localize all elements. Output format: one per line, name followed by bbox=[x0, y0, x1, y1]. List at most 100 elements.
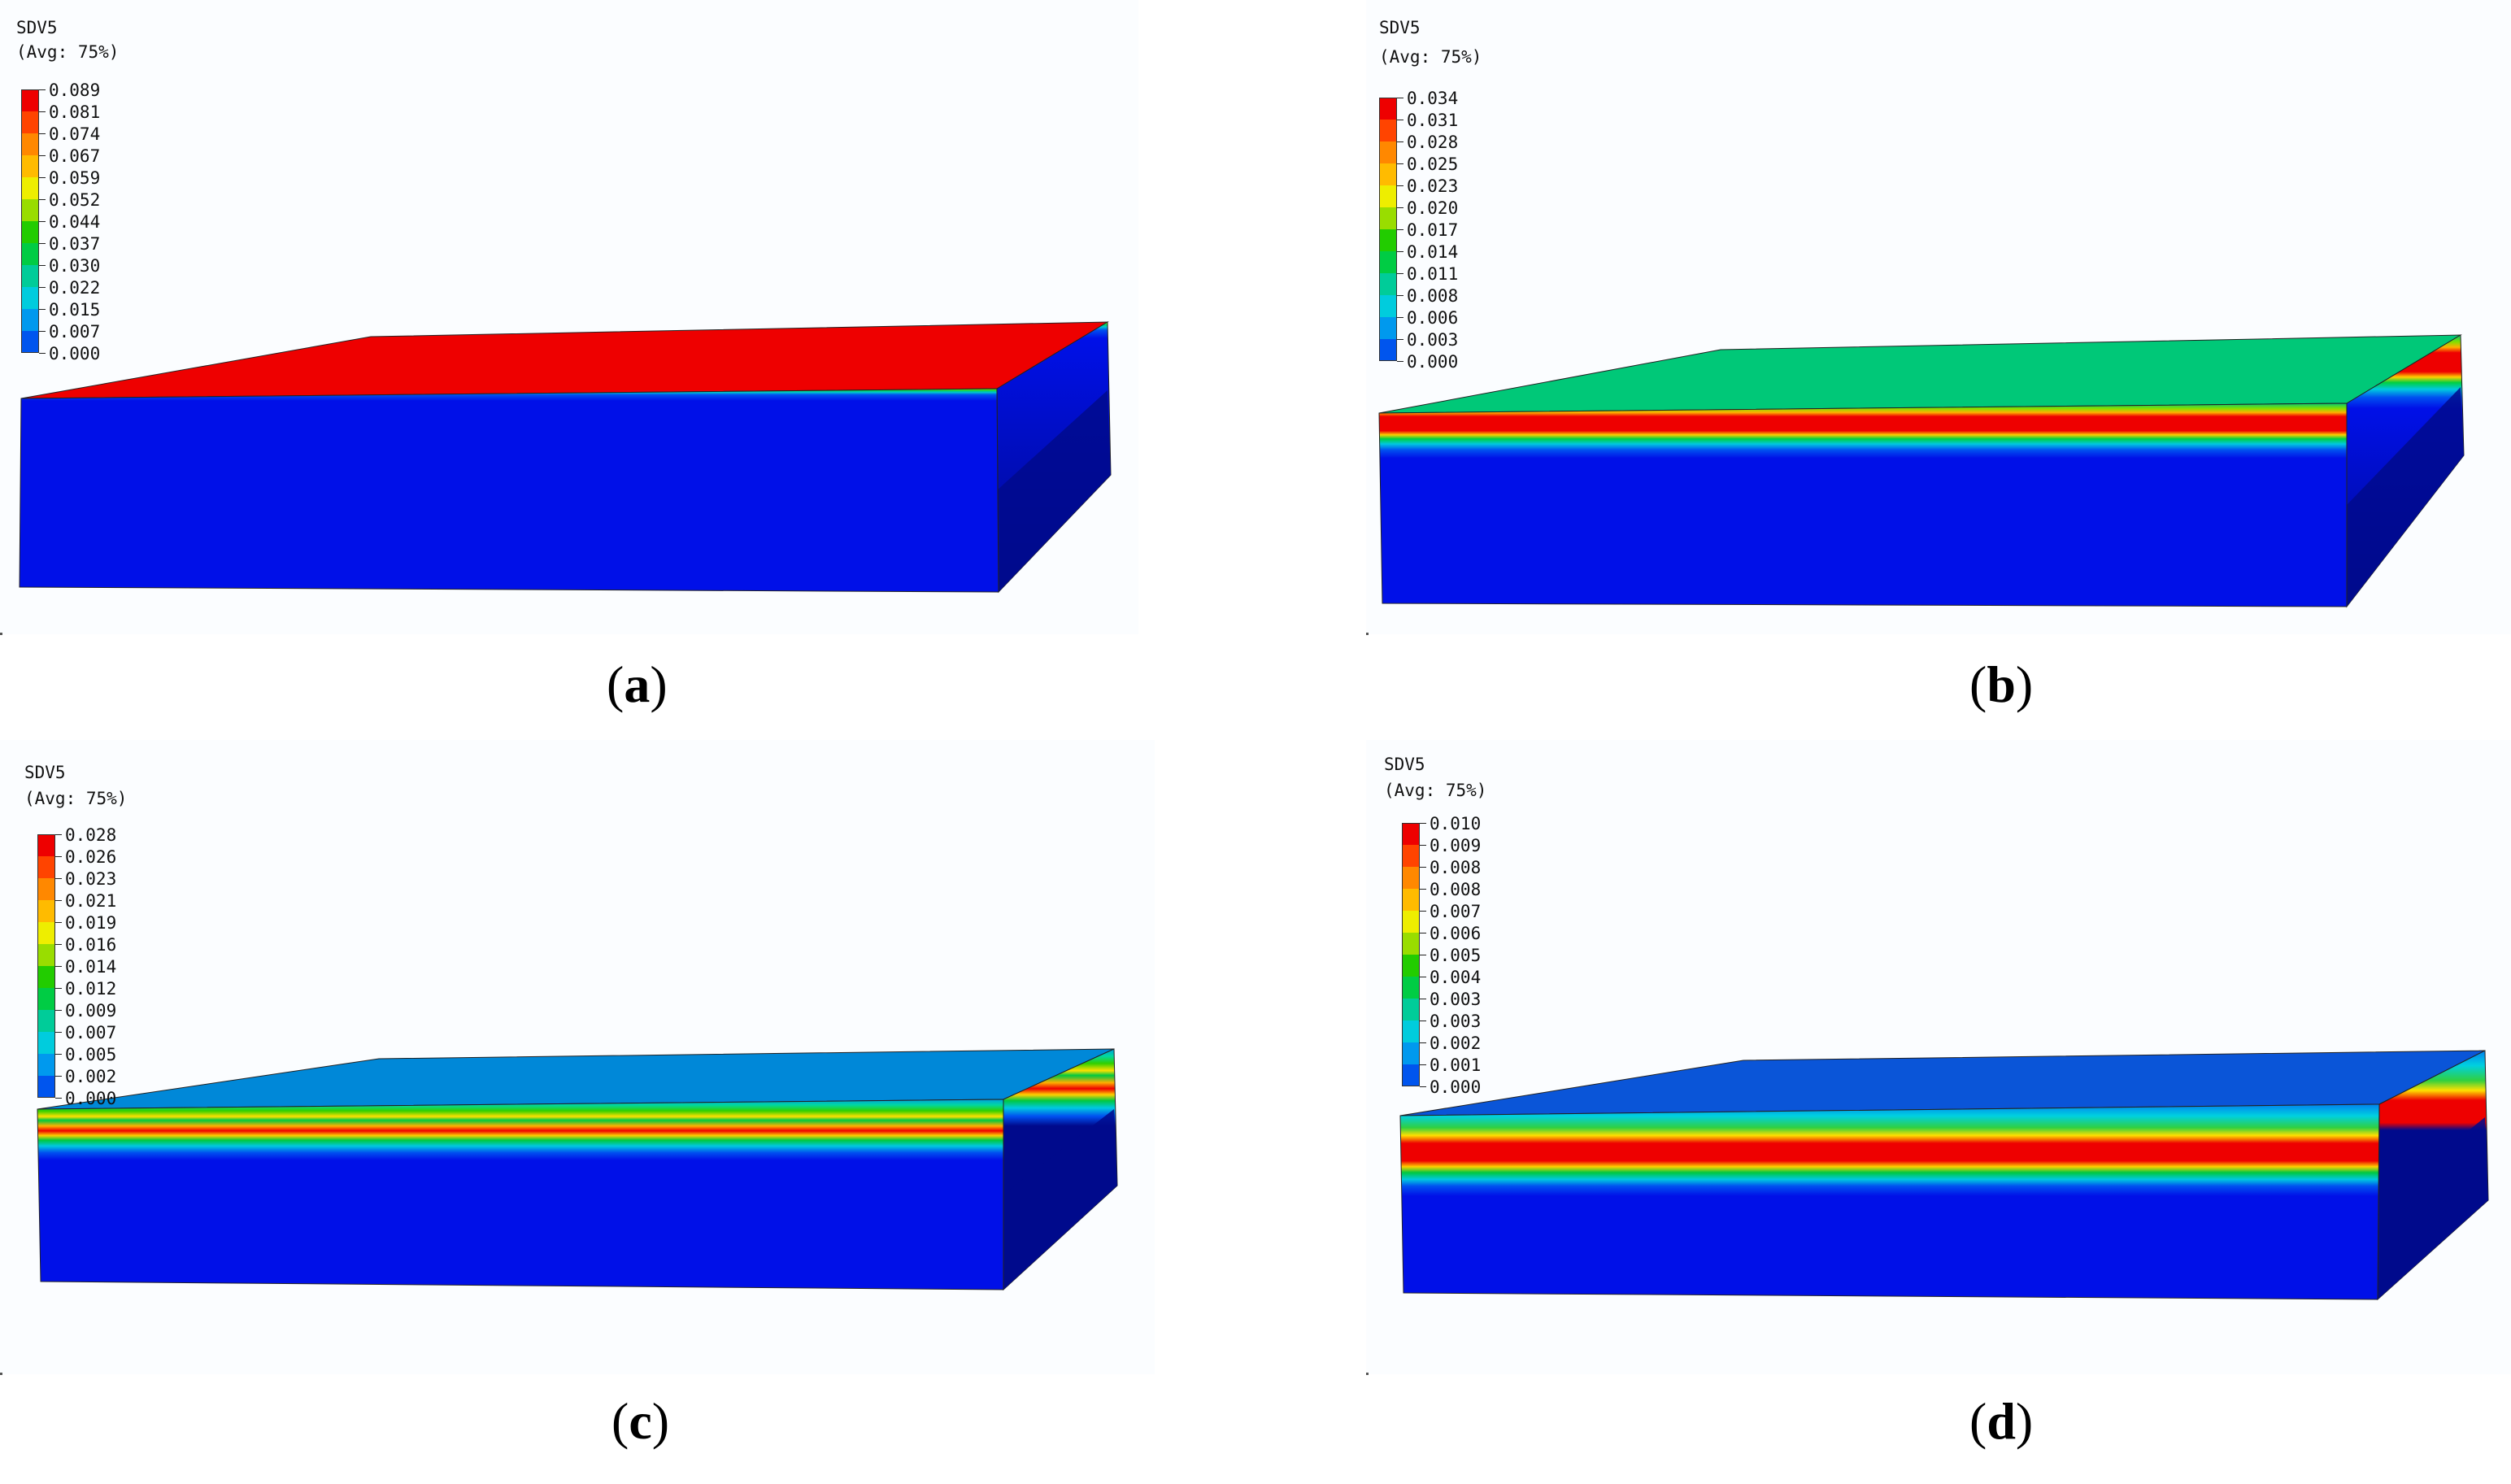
legend-value: 0.000 bbox=[65, 1089, 117, 1108]
legend-swatch bbox=[1379, 207, 1397, 229]
legend-value: 0.017 bbox=[1407, 220, 1459, 240]
legend-value: 0.008 bbox=[1430, 858, 1482, 877]
legend-tick bbox=[39, 177, 46, 178]
legend-swatch bbox=[1402, 867, 1420, 889]
legend-swatch bbox=[1402, 977, 1420, 999]
legend-value: 0.000 bbox=[49, 344, 101, 363]
legend-value: 0.009 bbox=[65, 1001, 117, 1021]
legend-tick bbox=[39, 265, 46, 266]
variable-title: SDV5 bbox=[1384, 755, 1425, 774]
legend-tick bbox=[55, 1054, 62, 1055]
panel-caption-a: (a) bbox=[607, 655, 668, 713]
legend-value: 0.021 bbox=[65, 891, 117, 911]
legend-swatch bbox=[1402, 933, 1420, 955]
legend-value: 0.002 bbox=[65, 1067, 117, 1086]
legend-swatch bbox=[1379, 141, 1397, 163]
legend-tick bbox=[39, 199, 46, 200]
legend-tick bbox=[39, 133, 46, 134]
legend-value: 0.004 bbox=[1430, 968, 1482, 987]
corner-mark bbox=[0, 633, 2, 635]
legend-value: 0.005 bbox=[65, 1045, 117, 1064]
legend-swatch bbox=[37, 966, 55, 988]
legend-tick bbox=[1397, 361, 1403, 362]
legend-value: 0.011 bbox=[1407, 264, 1459, 284]
legend-value: 0.012 bbox=[65, 979, 117, 999]
legend-tick bbox=[1397, 207, 1403, 208]
legend-value: 0.037 bbox=[49, 234, 101, 254]
legend-tick bbox=[55, 878, 62, 879]
legend-swatch bbox=[21, 155, 39, 177]
front-face bbox=[1399, 1103, 2380, 1300]
legend-bar-border bbox=[37, 834, 55, 1098]
legend-tick bbox=[55, 1010, 62, 1011]
panel-caption-c: (c) bbox=[611, 1392, 670, 1450]
legend-swatch bbox=[21, 111, 39, 133]
legend-swatch bbox=[1402, 823, 1420, 845]
legend-tick bbox=[1397, 185, 1403, 186]
contour-model-b bbox=[1378, 334, 2465, 608]
panel-caption-d: (d) bbox=[1969, 1392, 2034, 1450]
legend-tick bbox=[1420, 1042, 1426, 1043]
legend-value: 0.023 bbox=[1407, 176, 1459, 196]
legend-value: 0.028 bbox=[1407, 133, 1459, 152]
legend-tick bbox=[55, 856, 62, 857]
legend-tick bbox=[1420, 1064, 1426, 1065]
legend-value: 0.074 bbox=[49, 124, 101, 144]
legend-value: 0.008 bbox=[1407, 286, 1459, 306]
legend-tick bbox=[1420, 889, 1426, 890]
legend-value: 0.022 bbox=[49, 278, 101, 298]
legend-tick bbox=[1420, 1086, 1426, 1087]
legend-swatch bbox=[21, 331, 39, 353]
legend-swatch bbox=[21, 243, 39, 265]
legend-value: 0.003 bbox=[1430, 990, 1482, 1009]
legend-value: 0.010 bbox=[1430, 814, 1482, 833]
legend-tick bbox=[1420, 911, 1426, 912]
legend-swatch bbox=[37, 988, 55, 1010]
legend-value: 0.052 bbox=[49, 190, 101, 210]
legend-swatch bbox=[37, 944, 55, 966]
legend-tick bbox=[1397, 339, 1403, 340]
legend-tick bbox=[39, 331, 46, 332]
legend-tick bbox=[39, 221, 46, 222]
legend-swatch bbox=[37, 1054, 55, 1076]
legend-bar-border bbox=[1402, 823, 1420, 1086]
legend-value: 0.014 bbox=[65, 957, 117, 977]
legend-tick bbox=[55, 900, 62, 901]
contour-model-c bbox=[37, 1048, 1118, 1291]
legend-tick bbox=[39, 155, 46, 156]
legend-tick bbox=[39, 287, 46, 288]
legend-swatch bbox=[1402, 1042, 1420, 1064]
legend-swatch bbox=[21, 265, 39, 287]
front-face bbox=[19, 388, 999, 593]
legend-swatch bbox=[1379, 185, 1397, 207]
legend-tick bbox=[1397, 317, 1403, 318]
contour-model-a bbox=[19, 321, 1112, 594]
legend-tick bbox=[1397, 229, 1403, 230]
legend-tick bbox=[55, 922, 62, 923]
averaging-label: (Avg: 75%) bbox=[1384, 781, 1487, 800]
legend-tick bbox=[1397, 295, 1403, 296]
top-face bbox=[20, 321, 1109, 399]
legend-tick bbox=[39, 111, 46, 112]
legend-value: 0.009 bbox=[1430, 836, 1482, 855]
legend-tick bbox=[1420, 823, 1426, 824]
legend-swatch bbox=[1379, 229, 1397, 251]
legend-swatch bbox=[1379, 98, 1397, 120]
legend-swatch bbox=[1402, 1064, 1420, 1086]
legend-value: 0.015 bbox=[49, 300, 101, 320]
variable-title: SDV5 bbox=[1379, 18, 1421, 37]
legend-swatch bbox=[37, 1032, 55, 1054]
legend-swatch bbox=[1379, 251, 1397, 273]
front-face bbox=[1378, 403, 2348, 607]
legend-value: 0.089 bbox=[49, 81, 101, 100]
legend-bar-border bbox=[21, 89, 39, 353]
legend-tick bbox=[1397, 141, 1403, 142]
legend-value: 0.006 bbox=[1407, 308, 1459, 328]
legend-swatch bbox=[1379, 317, 1397, 339]
legend-swatch bbox=[1379, 339, 1397, 361]
legend-value: 0.003 bbox=[1430, 1012, 1482, 1031]
legend-swatch bbox=[21, 309, 39, 331]
corner-mark bbox=[0, 1373, 2, 1375]
legend-value: 0.081 bbox=[49, 102, 101, 122]
legend-value: 0.019 bbox=[65, 913, 117, 933]
